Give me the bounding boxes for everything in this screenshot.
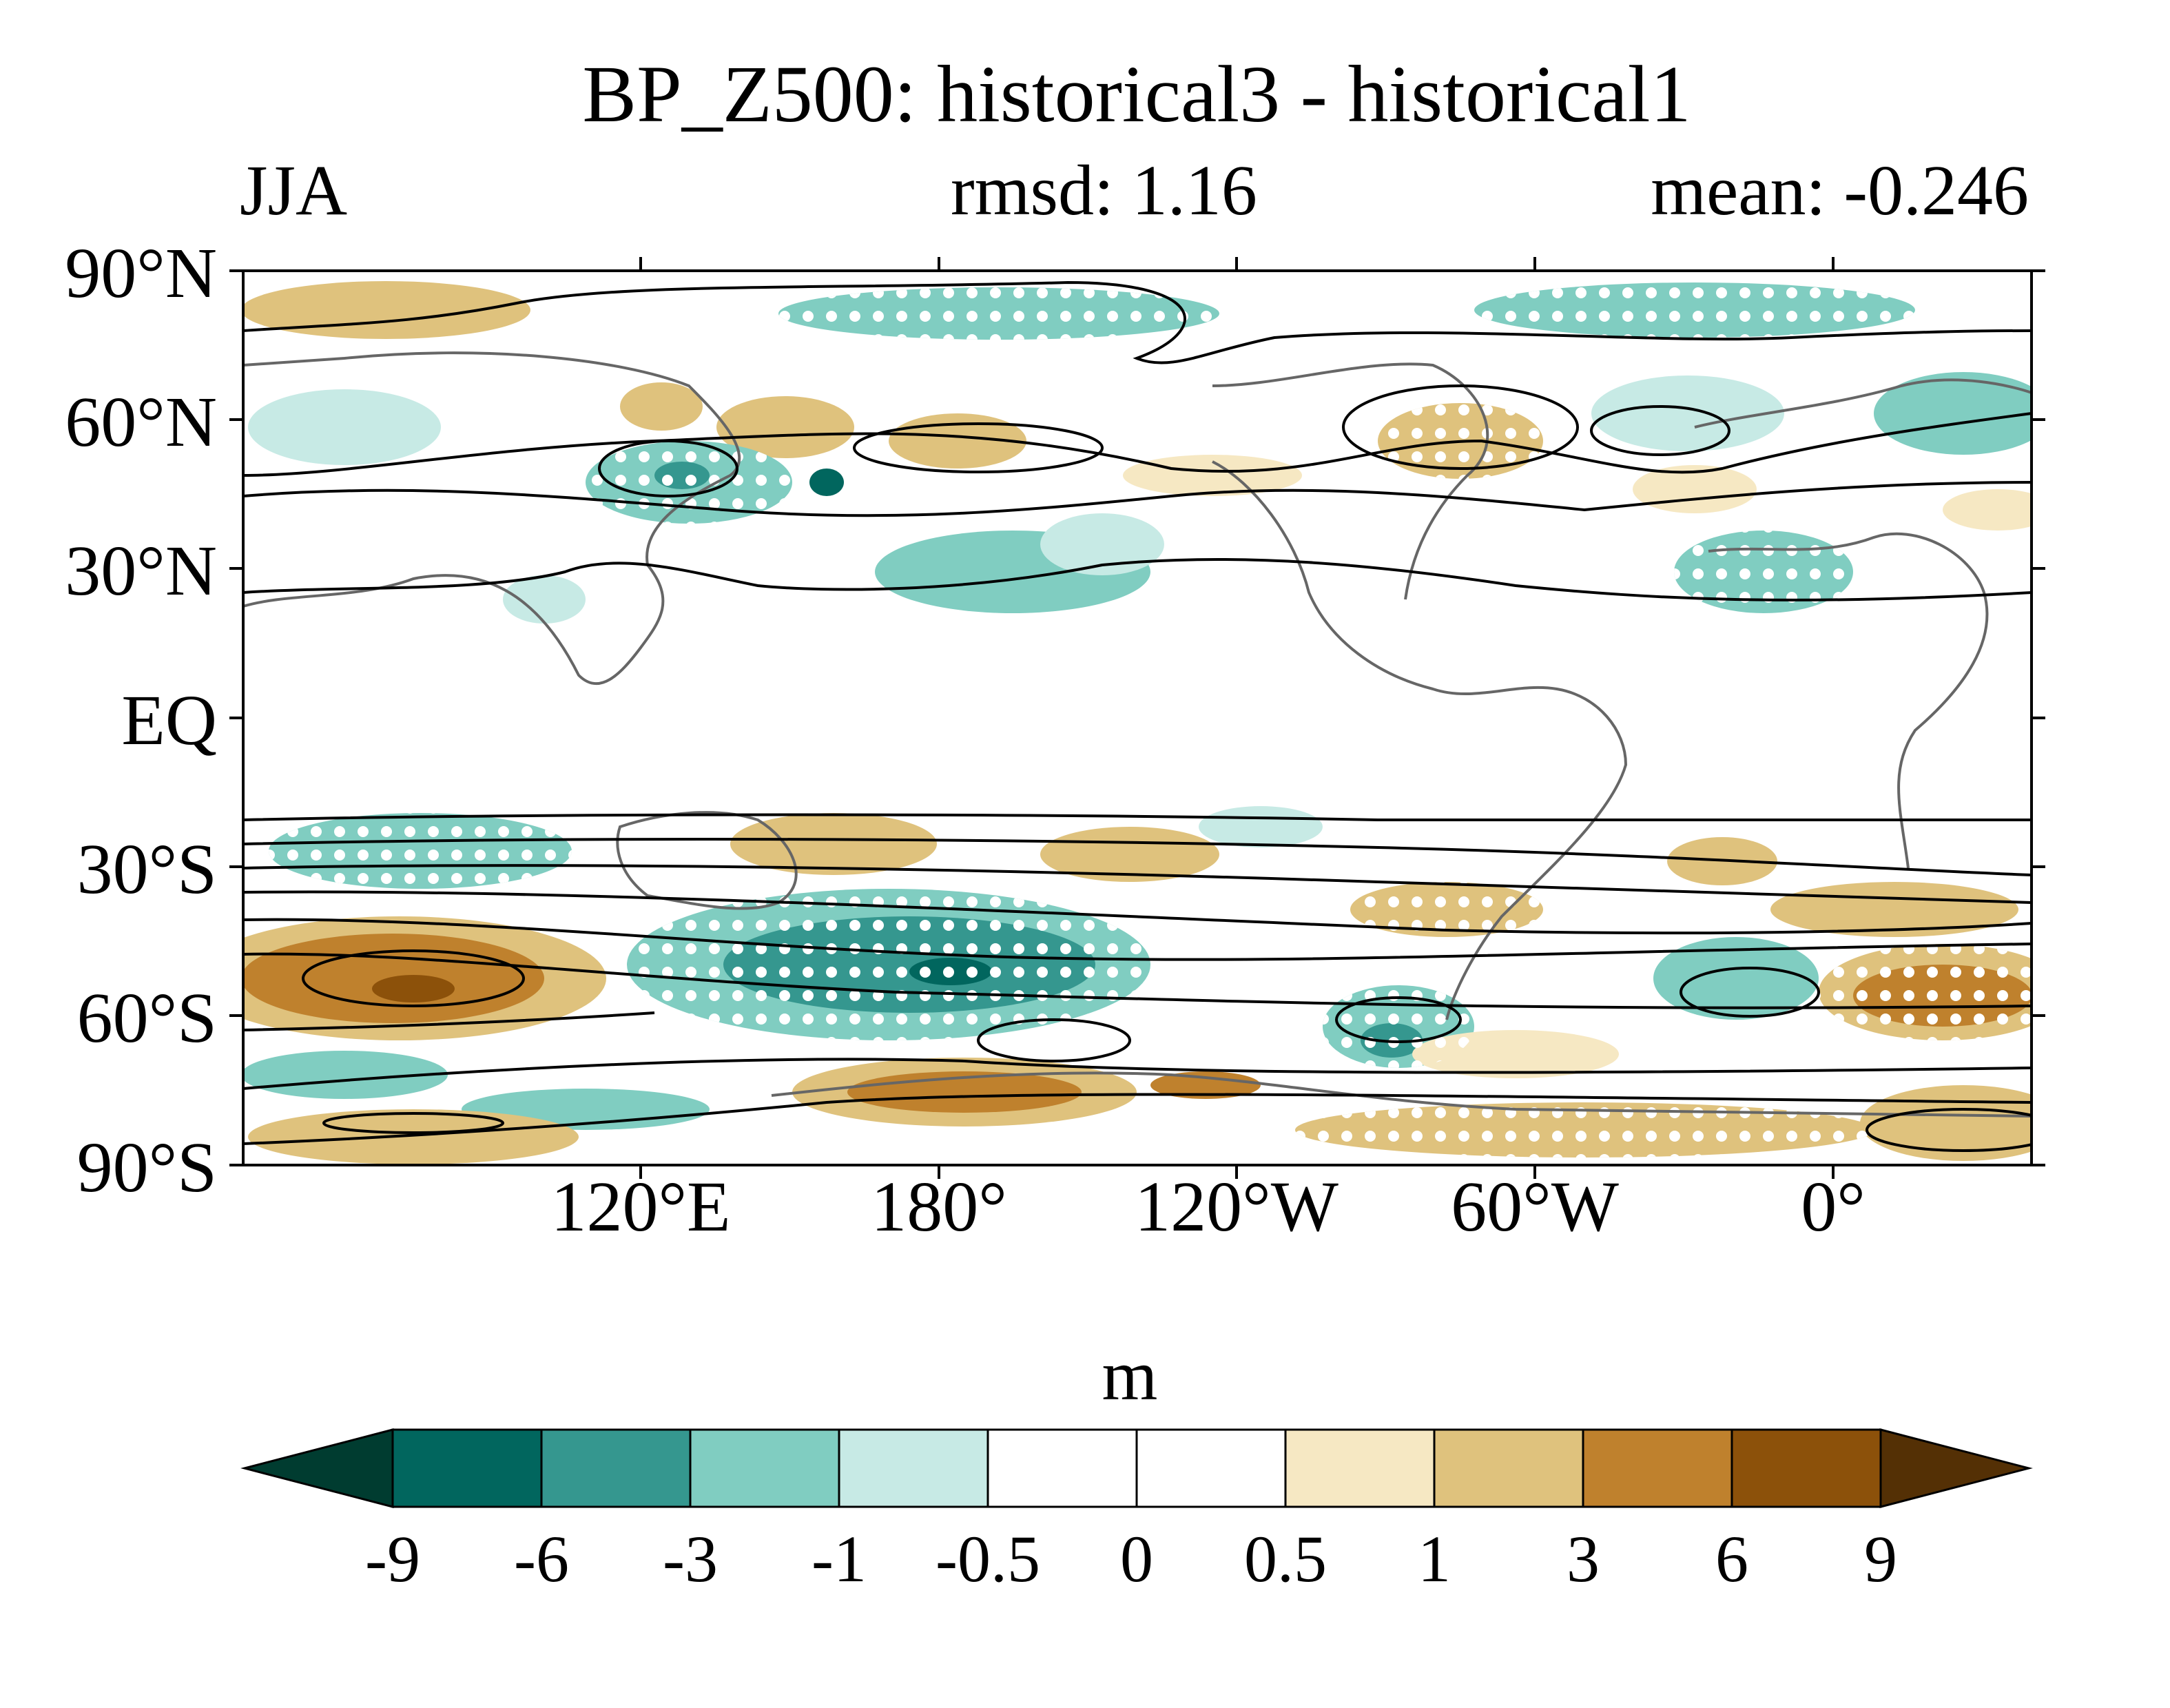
lat-label-60s: 60°S (76, 978, 217, 1058)
colorbar-bin (1135, 1428, 1287, 1508)
stipple-region (1474, 282, 1915, 338)
colorbar-unit: m (1102, 1336, 1158, 1415)
map-title: BP_Z500: historical3 - historical1 (582, 49, 1691, 139)
colorbar-min-arrow (240, 1428, 394, 1508)
lon-label-0: 0° (1801, 1167, 1866, 1246)
lat-label-60n: 60°N (65, 382, 217, 462)
anomaly-patch (1123, 455, 1302, 496)
axis-ticks (229, 257, 2045, 1179)
lon-label-120w: 120°W (1135, 1167, 1339, 1246)
anomaly-patch (243, 1051, 448, 1099)
stipple-region (269, 813, 572, 889)
season-label: JJA (240, 151, 348, 230)
climatology-contours (243, 280, 2032, 1152)
stipple-region (627, 889, 1150, 1040)
anomaly-patch (503, 575, 586, 624)
colorbar-bin (540, 1428, 692, 1508)
coastlines (243, 351, 2032, 1118)
mean-label: mean: -0.246 (1651, 151, 2029, 230)
anomaly-patch (248, 389, 441, 465)
anomaly-patch (243, 281, 530, 339)
lat-label-90s: 90°S (76, 1128, 217, 1207)
anomaly-patch (809, 469, 844, 496)
map-field (243, 280, 2032, 1164)
colorbar-bin (391, 1428, 543, 1508)
lon-label-120e: 120°E (550, 1167, 731, 1246)
anomaly-patch (1150, 1071, 1261, 1099)
anomaly-patch (1653, 937, 1819, 1020)
anomaly-patch (1874, 372, 2032, 455)
colorbar-bin (838, 1428, 989, 1508)
anomaly-patch (248, 1109, 579, 1164)
colorbar-bin (1433, 1428, 1584, 1508)
lon-label-180: 180° (871, 1167, 1007, 1246)
lat-label-90n: 90°N (65, 234, 217, 313)
colorbar-level: -0.5 (936, 1522, 1040, 1596)
colorbar-level: 1 (1418, 1522, 1451, 1596)
anomaly-patch (730, 813, 937, 875)
anomaly-patch (1943, 489, 2032, 531)
colorbar-level: -6 (514, 1522, 569, 1596)
colorbar-level: -9 (365, 1522, 420, 1596)
anomaly-patch (372, 975, 455, 1002)
anomaly-patch (716, 396, 854, 458)
colorbar-max-arrow (1879, 1428, 2033, 1508)
stipple-region (1295, 1102, 1874, 1157)
lat-label-30s: 30°S (76, 830, 217, 909)
colorbar-bin (689, 1428, 840, 1508)
lon-label-60w: 60°W (1451, 1167, 1619, 1246)
colorbar-level: 6 (1715, 1522, 1748, 1596)
stipple-region (1819, 944, 2032, 1040)
rmsd-label: rmsd: 1.16 (951, 151, 1257, 230)
stipple-region (778, 287, 1219, 340)
colorbar-level: -1 (812, 1522, 867, 1596)
lat-label-30n: 30°N (65, 531, 217, 610)
colorbar-bin (1730, 1428, 1882, 1508)
colorbar (240, 1428, 2033, 1508)
anomaly-patch (1199, 806, 1323, 847)
anomaly-patch (1860, 1085, 2032, 1161)
colorbar-level: 0 (1120, 1522, 1153, 1596)
colorbar-level: 9 (1864, 1522, 1897, 1596)
colorbar-level: -3 (663, 1522, 718, 1596)
anomaly-patch (1591, 375, 1784, 451)
colorbar-level: 0.5 (1244, 1522, 1327, 1596)
colorbar-bin (1582, 1428, 1733, 1508)
anomaly-patch (1040, 513, 1164, 575)
anomaly-patch (620, 382, 703, 431)
colorbar-bin (986, 1428, 1138, 1508)
colorbar-bin (1284, 1428, 1436, 1508)
lat-label-eq: EQ (121, 681, 217, 760)
colorbar-level: 3 (1567, 1522, 1600, 1596)
